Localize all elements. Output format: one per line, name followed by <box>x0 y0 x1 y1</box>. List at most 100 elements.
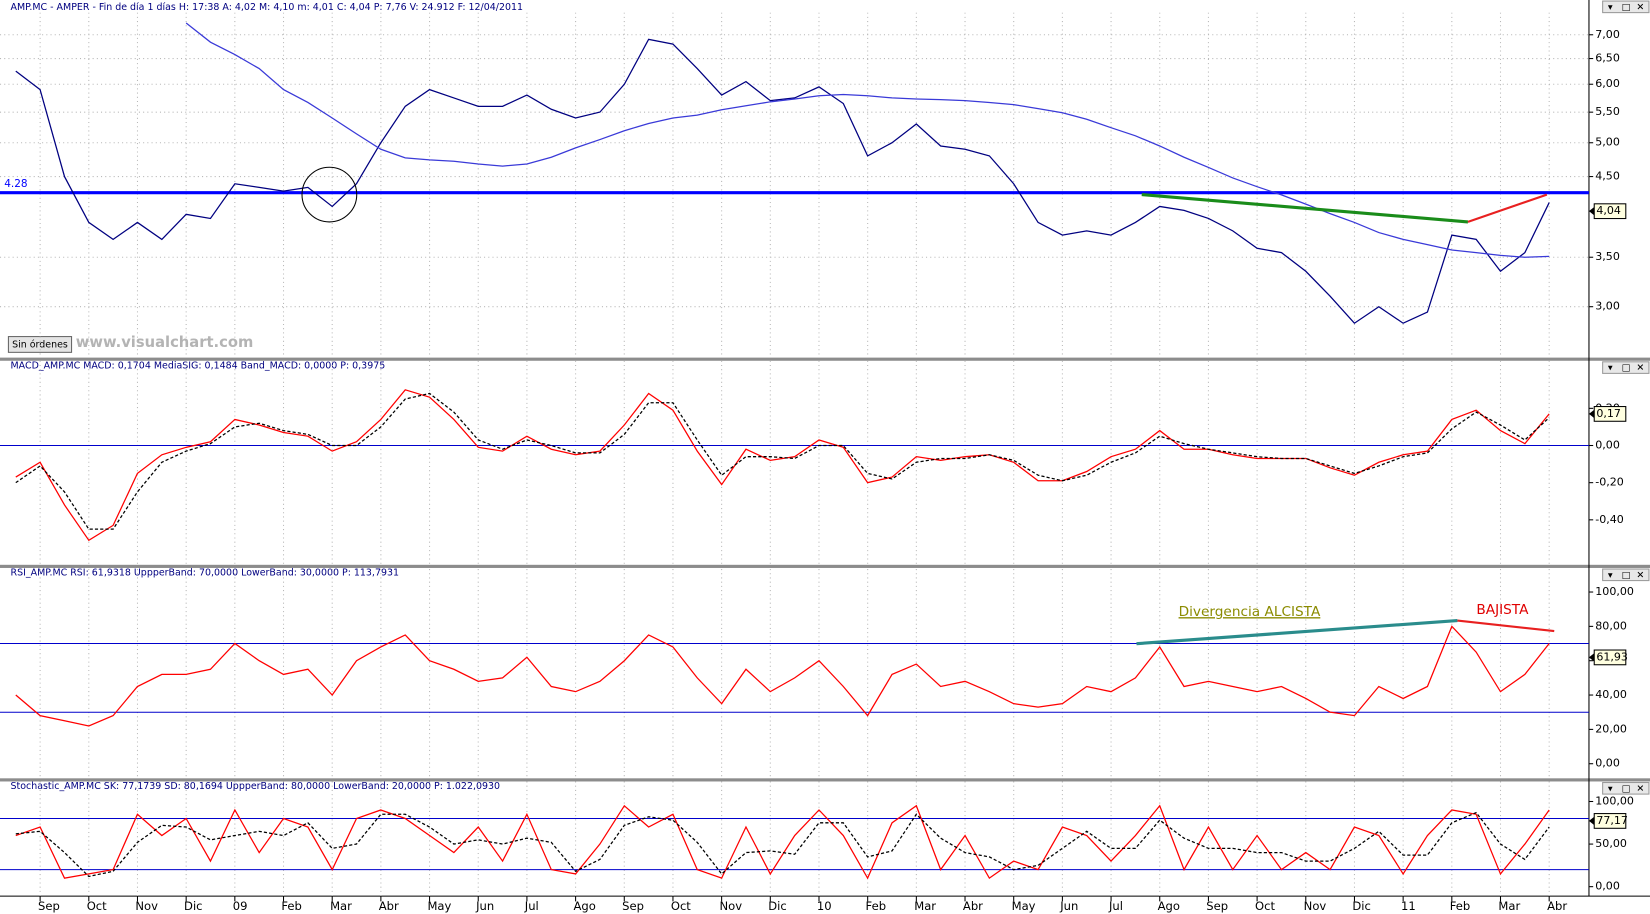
stochastic-header: Stochastic_AMP.MC SK: 77,1739 SD: 80,169… <box>11 781 501 792</box>
annotations: Divergencia ALCISTA BAJISTA <box>301 166 1555 646</box>
maximize-button[interactable]: □ <box>1622 363 1631 374</box>
annotation: Divergencia ALCISTA <box>1179 604 1321 620</box>
button-bar <box>1602 0 1650 14</box>
x-tick-label: 10 <box>817 899 832 913</box>
maximize-button[interactable]: □ <box>1622 2 1631 13</box>
trend-line <box>1467 193 1548 223</box>
x-tick-label: Sep <box>1206 899 1228 913</box>
x-tick-label: Dic <box>1352 899 1370 913</box>
y-tick-label: 100,00 <box>1595 794 1634 807</box>
x-tick-label: Oct <box>671 899 691 913</box>
plot-area <box>0 569 1589 779</box>
close-button[interactable]: ✕ <box>1636 570 1644 581</box>
last-value-label: 0,17 <box>1596 407 1621 420</box>
x-tick-label: 11 <box>1401 899 1416 913</box>
close-button[interactable]: ✕ <box>1636 363 1644 374</box>
button-bar <box>1602 782 1650 795</box>
x-tick-label: Oct <box>87 899 107 913</box>
x-tick-label: Dic <box>768 899 786 913</box>
y-tick-label: 0,00 <box>1595 880 1620 893</box>
last-value-arrow <box>1588 206 1595 216</box>
y-tick-label: 7,00 <box>1595 28 1620 41</box>
y-tick-label: 100,00 <box>1595 585 1634 598</box>
x-tick-label: Oct <box>1255 899 1275 913</box>
y-tick-label: 6,00 <box>1595 77 1620 90</box>
x-tick-label: Jul <box>524 899 539 913</box>
last-value-arrow <box>1588 409 1595 419</box>
last-value-box <box>1593 813 1627 829</box>
annotation: BAJISTA <box>1476 602 1529 618</box>
close-button[interactable]: ✕ <box>1636 783 1644 794</box>
watermark: www.visualchart.com <box>76 334 254 351</box>
x-tick-label: Abr <box>1547 899 1567 913</box>
y-tick-label: 5,50 <box>1595 105 1620 118</box>
last-value-arrow <box>1588 816 1595 826</box>
divergence-line <box>1136 618 1458 646</box>
price-header: AMP.MC - AMPER - Fin de día 1 días H: 17… <box>11 2 523 13</box>
x-tick-label: Feb <box>1450 899 1470 913</box>
x-tick-label: Mar <box>330 899 352 913</box>
x-tick-label: Mar <box>914 899 936 913</box>
y-tick-label: -0,20 <box>1595 476 1624 489</box>
last-value-label: 4,04 <box>1596 204 1621 217</box>
last-value-box <box>1593 649 1627 666</box>
x-tick-label: Abr <box>379 899 399 913</box>
last-value-label: 61,93 <box>1596 650 1628 663</box>
panel-separator <box>0 357 1650 361</box>
y-tick-label: 80,00 <box>1595 619 1627 632</box>
maximize-button[interactable]: □ <box>1622 570 1631 581</box>
x-tick-label: Feb <box>866 899 886 913</box>
x-tick-label: Mar <box>1498 899 1520 913</box>
minimize-button[interactable]: ▾ <box>1608 2 1613 13</box>
x-tick-label: Nov <box>720 899 743 913</box>
plot-area <box>0 781 1589 897</box>
minimize-button[interactable]: ▾ <box>1608 783 1613 794</box>
trend-line <box>1141 193 1469 224</box>
y-tick-label: 6,50 <box>1595 52 1620 65</box>
x-tick-label: Jul <box>1108 899 1123 913</box>
close-button[interactable]: ✕ <box>1636 2 1644 13</box>
highlight-circle <box>301 166 358 223</box>
maximize-button[interactable]: □ <box>1622 783 1631 794</box>
rsi-header: RSI_AMP.MC RSI: 61,9318 UppperBand: 70,0… <box>11 568 399 579</box>
x-tick-label: Abr <box>963 899 983 913</box>
x-tick-label: Ago <box>573 899 595 913</box>
last-value-box <box>1593 406 1627 422</box>
series-line <box>15 811 1550 878</box>
x-tick-label: Jun <box>1059 899 1078 913</box>
y-tick-label: 50,00 <box>1595 837 1627 850</box>
y-tick-label: -0,40 <box>1595 513 1624 526</box>
x-tick-label: May <box>1012 899 1036 913</box>
x-tick-label: Ago <box>1158 899 1180 913</box>
x-tick-label: Dic <box>184 899 202 913</box>
series-line <box>15 804 1550 880</box>
x-tick-label: Nov <box>135 899 158 913</box>
y-tick-label: 20,00 <box>1595 722 1627 735</box>
plot-area <box>0 360 1589 565</box>
panel-separator <box>0 564 1650 568</box>
series-line <box>15 38 1550 325</box>
x-tick-label: Feb <box>281 899 301 913</box>
x-tick-label: May <box>427 899 451 913</box>
y-tick-label: 3,50 <box>1595 250 1620 263</box>
macd-header: MACD_AMP.MC MACD: 0,1704 MediaSIG: 0,148… <box>11 361 386 372</box>
y-tick-label: 4,50 <box>1595 170 1620 183</box>
last-value-box <box>1593 203 1627 220</box>
x-tick-label: Sep <box>38 899 60 913</box>
y-tick-label: 5,00 <box>1595 136 1620 149</box>
last-value-label: 77,17 <box>1596 814 1628 827</box>
x-tick-label: Nov <box>1304 899 1327 913</box>
x-tick-label: Jun <box>475 899 494 913</box>
button-bar <box>1602 361 1650 374</box>
y-tick-label: 0,00 <box>1595 757 1620 770</box>
x-tick-label: Sep <box>622 899 644 913</box>
y-tick-label: 3,00 <box>1595 300 1620 313</box>
minimize-button[interactable]: ▾ <box>1608 363 1613 374</box>
x-tick-label: 09 <box>233 899 248 913</box>
minimize-button[interactable]: ▾ <box>1608 570 1613 581</box>
divergence-line <box>1457 619 1555 633</box>
series-line <box>15 392 1550 530</box>
window-buttons: ▾ □ ✕ ▾ □ ✕ ▾ □ ✕ ▾ □ ✕ <box>1602 0 1650 795</box>
